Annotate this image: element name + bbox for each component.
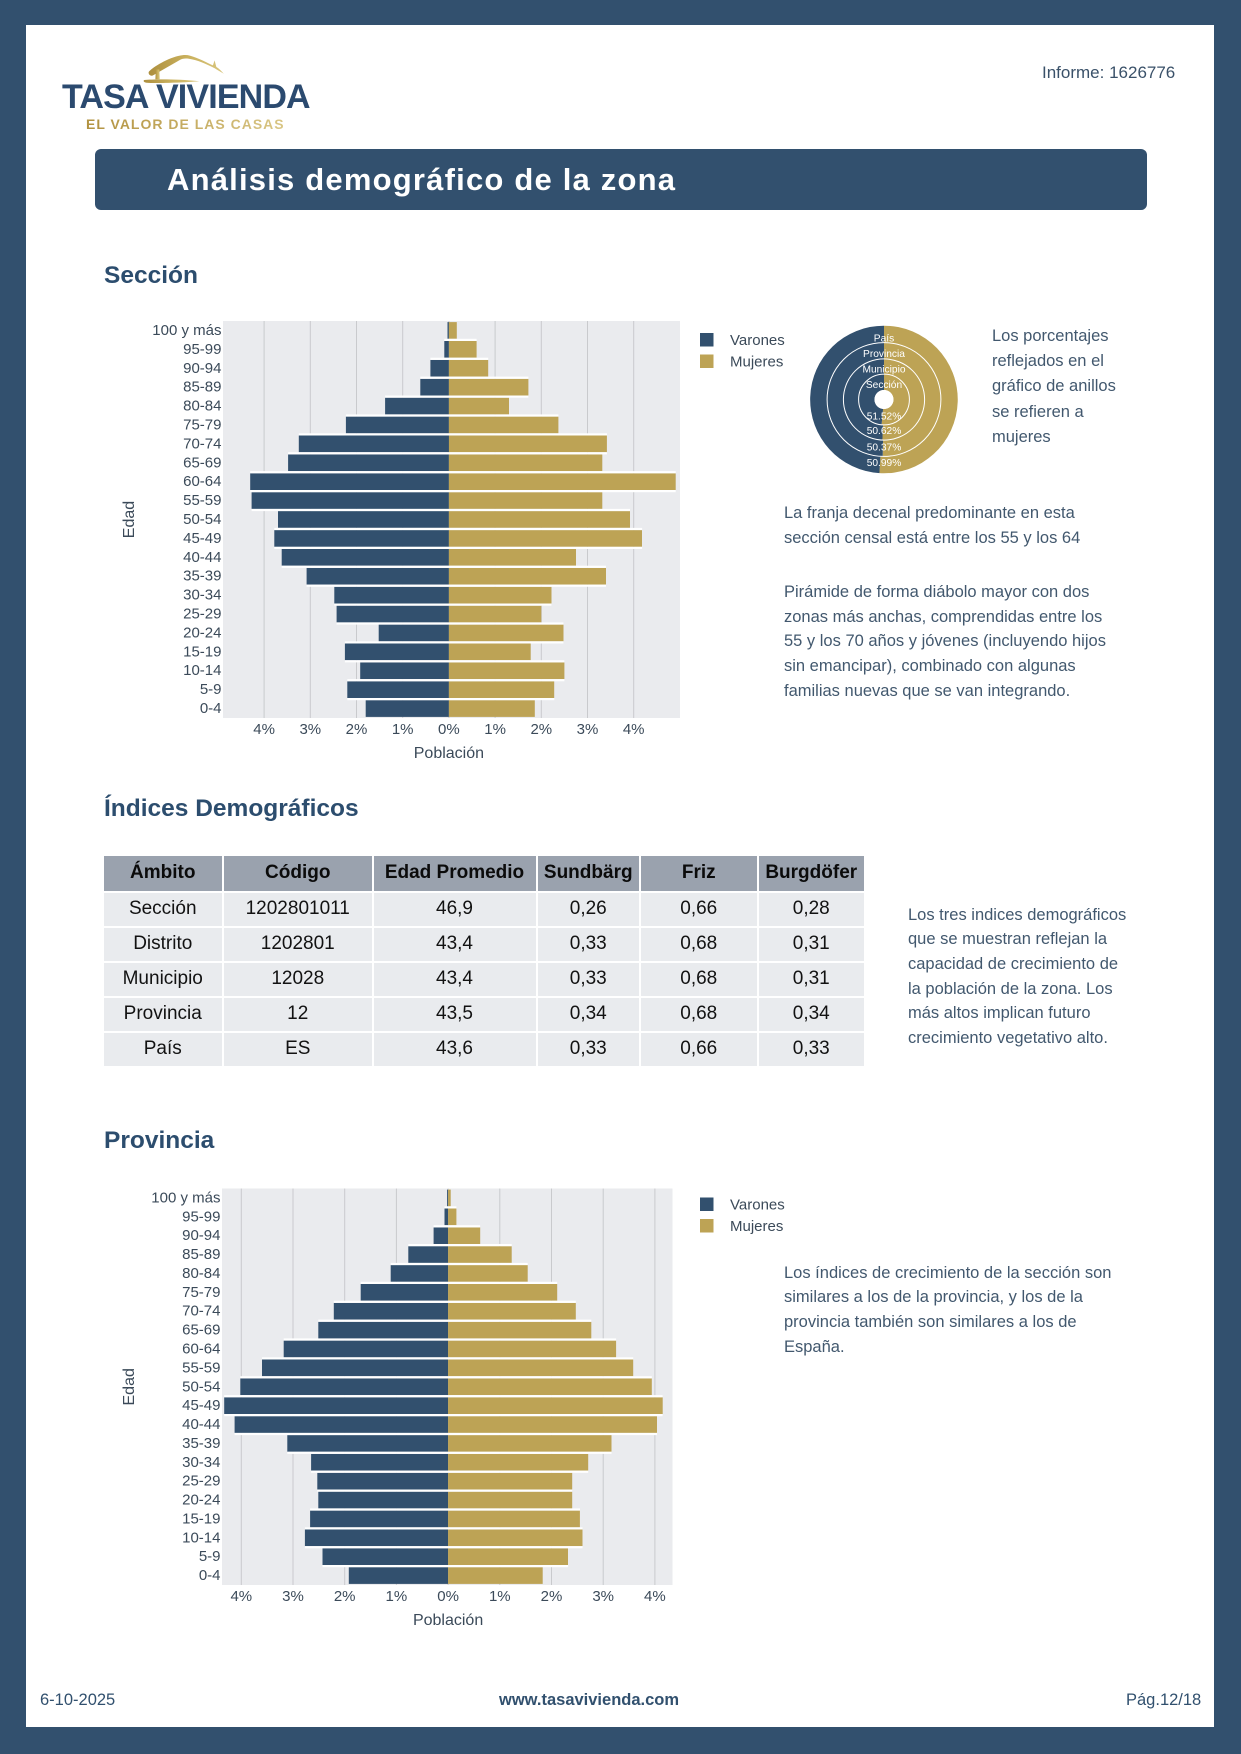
svg-text:4%: 4% [644, 1588, 666, 1605]
svg-text:Edad: Edad [121, 1368, 138, 1405]
svg-text:0%: 0% [438, 721, 460, 738]
svg-text:55-59: 55-59 [182, 1359, 220, 1376]
svg-text:51.52%: 51.52% [867, 412, 902, 423]
svg-text:Sección: Sección [866, 380, 902, 391]
svg-text:5-9: 5-9 [200, 681, 222, 698]
svg-text:60-64: 60-64 [182, 1341, 220, 1358]
svg-text:45-49: 45-49 [183, 530, 221, 547]
svg-text:2%: 2% [346, 721, 368, 738]
svg-text:4%: 4% [253, 721, 275, 738]
svg-text:35-39: 35-39 [182, 1435, 220, 1452]
svg-text:Provincia: Provincia [863, 349, 905, 360]
svg-text:4%: 4% [230, 1588, 252, 1605]
svg-text:100 y más: 100 y más [152, 322, 221, 339]
svg-text:0%: 0% [437, 1588, 459, 1605]
svg-text:30-34: 30-34 [183, 587, 221, 604]
svg-text:50-54: 50-54 [182, 1378, 220, 1395]
svg-text:50-54: 50-54 [183, 511, 221, 528]
svg-text:80-84: 80-84 [183, 398, 221, 415]
svg-text:Población: Población [413, 1612, 483, 1629]
svg-text:85-89: 85-89 [182, 1246, 220, 1263]
svg-text:0-4: 0-4 [199, 1567, 221, 1584]
svg-text:65-69: 65-69 [182, 1322, 220, 1339]
svg-text:20-24: 20-24 [183, 624, 221, 641]
svg-text:75-79: 75-79 [182, 1284, 220, 1301]
svg-text:80-84: 80-84 [182, 1265, 220, 1282]
svg-text:1%: 1% [484, 721, 506, 738]
svg-text:3%: 3% [299, 721, 321, 738]
svg-text:90-94: 90-94 [182, 1227, 220, 1244]
svg-text:95-99: 95-99 [182, 1208, 220, 1225]
svg-text:100 y más: 100 y más [151, 1189, 220, 1206]
svg-text:45-49: 45-49 [182, 1397, 220, 1414]
svg-text:50.99%: 50.99% [867, 458, 902, 469]
svg-text:3%: 3% [577, 721, 599, 738]
svg-text:2%: 2% [334, 1588, 356, 1605]
svg-text:40-44: 40-44 [183, 549, 221, 566]
svg-text:10-14: 10-14 [183, 662, 221, 679]
svg-text:50.62%: 50.62% [867, 426, 902, 437]
svg-text:85-89: 85-89 [183, 379, 221, 396]
svg-text:30-34: 30-34 [182, 1454, 220, 1471]
svg-text:Varones: Varones [730, 332, 785, 349]
svg-text:55-59: 55-59 [183, 492, 221, 509]
svg-text:Varones: Varones [730, 1196, 785, 1213]
svg-text:15-19: 15-19 [183, 643, 221, 660]
svg-text:70-74: 70-74 [182, 1303, 220, 1320]
svg-text:4%: 4% [623, 721, 645, 738]
svg-text:50.37%: 50.37% [867, 443, 902, 454]
svg-text:25-29: 25-29 [182, 1473, 220, 1490]
svg-text:2%: 2% [530, 721, 552, 738]
svg-text:70-74: 70-74 [183, 435, 221, 452]
svg-text:2%: 2% [541, 1588, 563, 1605]
svg-text:60-64: 60-64 [183, 473, 221, 490]
svg-text:5-9: 5-9 [199, 1548, 221, 1565]
svg-text:1%: 1% [386, 1588, 408, 1605]
svg-text:10-14: 10-14 [182, 1529, 220, 1546]
svg-text:90-94: 90-94 [183, 360, 221, 377]
svg-text:95-99: 95-99 [183, 341, 221, 358]
svg-text:15-19: 15-19 [182, 1510, 220, 1527]
svg-text:Municipio: Municipio [862, 365, 905, 376]
svg-text:65-69: 65-69 [183, 454, 221, 471]
svg-text:Población: Población [414, 745, 484, 762]
svg-text:1%: 1% [489, 1588, 511, 1605]
svg-text:0-4: 0-4 [200, 700, 222, 717]
svg-text:3%: 3% [592, 1588, 614, 1605]
svg-text:Edad: Edad [121, 501, 138, 538]
svg-text:Mujeres: Mujeres [730, 1218, 783, 1235]
svg-text:35-39: 35-39 [183, 568, 221, 585]
svg-text:25-29: 25-29 [183, 606, 221, 623]
svg-text:País: País [874, 334, 894, 345]
svg-text:1%: 1% [392, 721, 414, 738]
svg-text:20-24: 20-24 [182, 1492, 220, 1509]
svg-text:75-79: 75-79 [183, 417, 221, 434]
svg-text:3%: 3% [282, 1588, 304, 1605]
svg-text:40-44: 40-44 [182, 1416, 220, 1433]
svg-text:Mujeres: Mujeres [730, 353, 783, 370]
